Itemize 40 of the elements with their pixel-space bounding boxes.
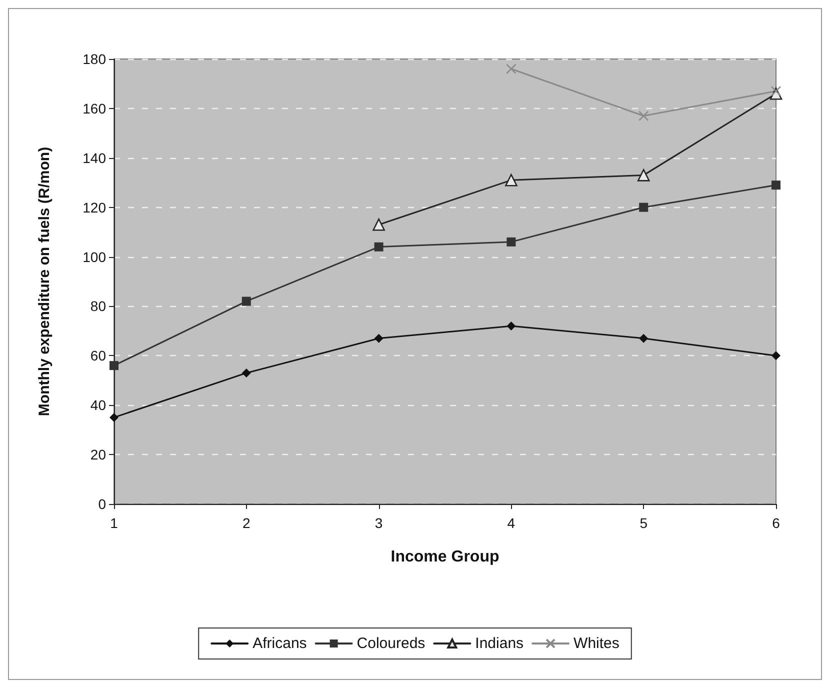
legend-label: Indians (475, 635, 524, 652)
point (242, 296, 251, 306)
x-tick-label: 6 (772, 515, 780, 531)
x-tick-label: 2 (242, 515, 250, 531)
x-axis-title: Income Group (390, 548, 500, 566)
x-tick-label: 1 (110, 515, 118, 531)
legend-label: Whites (574, 635, 620, 652)
y-axis-title: Monthly expenditure on fuels (R/mon) (36, 146, 53, 416)
point (772, 180, 780, 190)
point (772, 351, 780, 360)
legend-label: Coloureds (356, 635, 426, 652)
point (637, 169, 650, 182)
point (374, 334, 384, 343)
point (506, 64, 516, 74)
y-tick-label: 60 (90, 348, 106, 364)
x-tick-label: 4 (507, 515, 516, 531)
y-tick-label: 40 (90, 397, 106, 414)
y-tick-label: 80 (90, 298, 106, 314)
point (638, 110, 649, 122)
point (242, 368, 251, 378)
y-tick-label: 120 (82, 199, 106, 216)
point (505, 174, 518, 186)
point (372, 218, 385, 231)
point (639, 334, 648, 343)
y-tick-label: 180 (82, 51, 106, 67)
point (506, 322, 516, 330)
y-tick-label: 100 (82, 248, 106, 265)
point (374, 242, 384, 252)
point (639, 202, 648, 212)
y-tick-label: 20 (90, 446, 106, 463)
y-tick-label: 140 (82, 150, 106, 166)
x-tick-label: 3 (374, 515, 383, 531)
point (110, 361, 118, 370)
point (770, 86, 782, 96)
x-tick-label: 5 (640, 515, 648, 531)
y-tick-label: 0 (98, 496, 106, 512)
y-tick-label: 160 (82, 100, 106, 116)
legend-label: Africans (252, 635, 307, 652)
point (506, 237, 516, 246)
point (110, 412, 118, 422)
